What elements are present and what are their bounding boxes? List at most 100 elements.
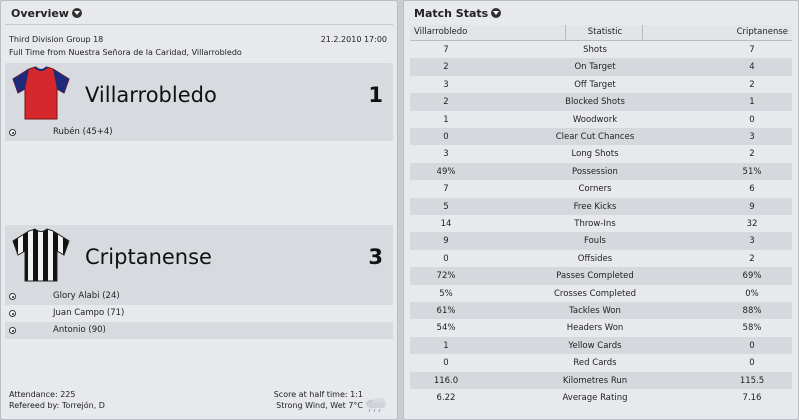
rain-cloud-icon (366, 398, 386, 413)
home-shirt-icon (12, 66, 70, 120)
match-stats-panel: Match Stats Villarrobledo Statistic Crip… (403, 0, 799, 420)
stat-home-value: 5 (443, 201, 449, 212)
attendance: Attendance: 225 (9, 390, 76, 399)
header-away[interactable]: Criptanense (736, 27, 788, 37)
stat-label: Possession (572, 166, 618, 177)
football-icon (9, 327, 16, 334)
stat-home-value: 49% (436, 166, 456, 177)
venue-line: Full Time from Nuestra Señora de la Cari… (9, 48, 242, 57)
stat-row: 5 Free Kicks 9 (410, 197, 792, 215)
stat-home-value: 72% (436, 271, 456, 282)
stat-row: 49% Possession 51% (410, 162, 792, 181)
stat-home-value: 54% (436, 323, 456, 334)
scorer-name[interactable]: Glory Alabi (24) (53, 291, 120, 301)
stat-home-value: 7 (443, 45, 449, 55)
stat-home-value: 3 (443, 79, 449, 90)
stat-label: Shots (583, 45, 607, 55)
football-icon (9, 310, 16, 317)
stat-row: 116.0 Kilometres Run 115.5 (410, 371, 792, 389)
stat-away-value: 32 (746, 219, 758, 229)
match-stats-title[interactable]: Match Stats (414, 5, 502, 21)
away-team-name[interactable]: Criptanense (85, 245, 212, 269)
stat-away-value: 0 (749, 114, 755, 125)
stat-label: Off Target (574, 79, 616, 90)
stat-home-value: 5% (439, 288, 453, 299)
stat-row: 9 Fouls 3 (410, 232, 792, 250)
stat-away-value: 88% (742, 306, 762, 316)
stats-table-header: Villarrobledo Statistic Criptanense (410, 25, 792, 41)
away-scorer-row: Antonio (90) (5, 322, 393, 339)
stat-away-value: 3 (749, 236, 755, 247)
football-icon (9, 129, 16, 136)
stat-home-value: 2 (443, 62, 449, 73)
football-icon (9, 293, 16, 300)
stat-row: 3 Off Target 2 (410, 76, 792, 93)
stat-row: 1 Woodwork 0 (410, 111, 792, 128)
stat-label: Red Cards (573, 358, 617, 369)
header-statistic[interactable]: Statistic (587, 27, 623, 37)
stat-away-value: 0 (749, 340, 755, 351)
halftime-score: Score at half time: 1:1 (273, 390, 363, 399)
competition-name[interactable]: Third Division Group 18 (9, 35, 104, 44)
stat-row: 54% Headers Won 58% (410, 319, 792, 336)
stat-label: Kilometres Run (562, 375, 628, 386)
stat-home-value: 1 (443, 340, 449, 351)
stat-label: Headers Won (566, 323, 624, 334)
stat-label: Throw-Ins (574, 219, 616, 229)
overview-title[interactable]: Overview (11, 5, 82, 21)
stat-away-value: 6 (749, 184, 755, 195)
stat-row: 2 On Target 4 (410, 58, 792, 76)
stat-away-value: 2 (749, 79, 755, 90)
stat-label: On Target (574, 62, 616, 73)
header-home[interactable]: Villarrobledo (414, 27, 468, 37)
away-shirt-icon (12, 228, 70, 282)
overview-panel: Overview Third Division Group 18 21.2.20… (0, 0, 398, 420)
stat-away-value: 51% (742, 166, 762, 177)
weather: Strong Wind, Wet 7°C (276, 401, 363, 410)
stat-home-value: 9 (443, 236, 449, 247)
stat-home-value: 1 (443, 114, 449, 125)
stat-label: Corners (578, 184, 612, 195)
stat-away-value: 2 (749, 149, 755, 160)
stat-away-value: 3 (749, 132, 755, 142)
stat-row: 5% Crosses Completed 0% (410, 285, 792, 302)
away-scorer-row: Juan Campo (71) (5, 305, 393, 322)
stat-away-value: 115.5 (739, 375, 765, 386)
stat-away-value: 0 (749, 358, 755, 369)
stat-away-value: 7.16 (742, 393, 762, 403)
stat-row: 0 Offsides 2 (410, 250, 792, 267)
match-date: 21.2.2010 17:00 (320, 35, 387, 44)
stat-home-value: 2 (443, 97, 449, 108)
stat-row: 6.22 Average Rating 7.16 (410, 389, 792, 406)
stat-label: Fouls (584, 236, 606, 247)
scorer-name[interactable]: Rubén (45+4) (53, 127, 113, 137)
home-team-name[interactable]: Villarrobledo (85, 83, 217, 107)
stat-home-value: 61% (436, 306, 456, 316)
stat-label: Long Shots (571, 149, 619, 160)
stat-away-value: 1 (749, 97, 755, 108)
stat-away-value: 0% (745, 288, 759, 299)
stat-home-value: 0 (443, 358, 449, 369)
away-scorer-row: Glory Alabi (24) (5, 288, 393, 305)
scorer-name[interactable]: Antonio (90) (53, 325, 106, 335)
chevron-down-icon[interactable] (71, 8, 82, 18)
chevron-down-icon[interactable] (491, 8, 502, 18)
stat-home-value: 6.22 (436, 393, 456, 403)
referee[interactable]: Refereed by: Torrejón, D (9, 401, 105, 410)
stat-label: Free Kicks (573, 201, 617, 212)
scorer-name[interactable]: Juan Campo (71) (53, 308, 125, 318)
stat-row: 1 Yellow Cards 0 (410, 336, 792, 355)
stat-label: Crosses Completed (553, 288, 637, 299)
stat-label: Passes Completed (556, 271, 634, 282)
stat-away-value: 58% (742, 323, 762, 334)
stat-home-value: 7 (443, 184, 449, 195)
stat-row: 7 Corners 6 (410, 180, 792, 197)
stat-label: Blocked Shots (565, 97, 625, 108)
stat-away-value: 2 (749, 253, 755, 264)
stat-home-value: 14 (440, 219, 452, 229)
stat-away-value: 7 (749, 45, 755, 55)
stat-label: Woodwork (572, 114, 618, 125)
stat-home-value: 0 (443, 132, 449, 142)
stat-label: Clear Cut Chances (555, 132, 635, 142)
stat-home-value: 116.0 (433, 375, 459, 386)
